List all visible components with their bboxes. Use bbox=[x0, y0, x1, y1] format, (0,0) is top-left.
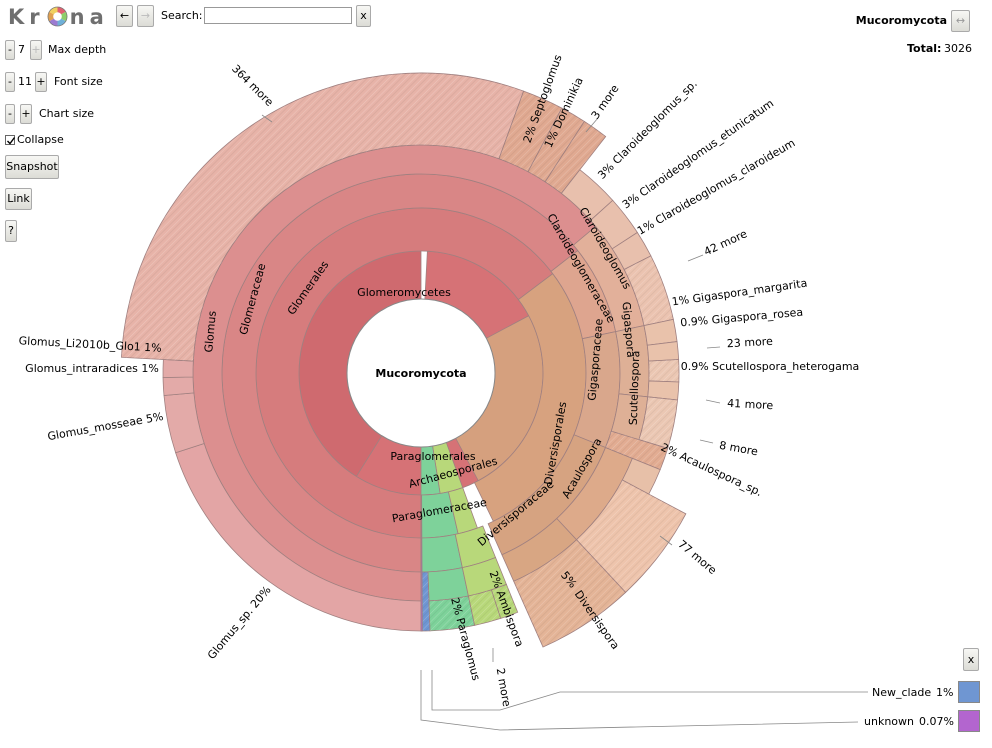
max-depth-label: Max depth bbox=[48, 43, 107, 56]
leader-77-more bbox=[659, 535, 673, 546]
wedge-2-more-hatch bbox=[491, 584, 518, 619]
wedge-paraglomus-leaf-hatch bbox=[428, 596, 475, 631]
label-gigaspora-rosea: 0.9% Gigaspora_rosea bbox=[680, 306, 804, 330]
center-hole[interactable] bbox=[346, 298, 496, 448]
details-name: Mucoromycota bbox=[855, 14, 947, 27]
label-3-more: 3 more bbox=[589, 82, 622, 122]
wedge-new-clade-hatch bbox=[421, 571, 431, 631]
search-clear-button[interactable]: x bbox=[356, 5, 371, 27]
leader-23-more bbox=[706, 346, 721, 349]
leader-364-more bbox=[261, 114, 273, 123]
label-42-more: 42 more bbox=[702, 227, 749, 258]
krona-logo: Kr na bbox=[8, 5, 109, 29]
leader-unknown bbox=[420, 670, 859, 731]
leader-41-more bbox=[705, 399, 721, 404]
max-depth-decrease-button[interactable]: - bbox=[5, 40, 15, 60]
leader-lines bbox=[261, 114, 868, 731]
search-label: Search: bbox=[161, 9, 203, 22]
label-paraglomerales: Paraglomerales bbox=[390, 450, 475, 463]
expand-details-button[interactable]: ↔ bbox=[951, 10, 970, 32]
label-scutellospora: Scutellospora bbox=[627, 350, 643, 425]
leader-3-more bbox=[585, 117, 599, 133]
wedge-8-more-hatch bbox=[605, 431, 668, 470]
key-new-clade-swatch[interactable] bbox=[958, 681, 980, 703]
wedge-ambispora-leaf-hatch bbox=[468, 589, 501, 626]
wedge-3-more-hatch bbox=[545, 121, 606, 194]
back-button[interactable]: ← bbox=[116, 5, 133, 27]
wedge-77-more-hatch bbox=[576, 480, 686, 593]
label-glomus-mosseae: Glomus_mosseae 5% bbox=[46, 410, 164, 443]
wedge-glomus-intraradices[interactable] bbox=[162, 376, 195, 396]
search-input[interactable] bbox=[204, 7, 352, 24]
label-23-more: 23 more bbox=[727, 335, 774, 350]
snapshot-button[interactable]: Snapshot bbox=[5, 155, 59, 179]
key-unknown-pct: 0.07% bbox=[919, 715, 954, 728]
wedge-septoglomus-hatch bbox=[498, 91, 562, 172]
link-button[interactable]: Link bbox=[5, 188, 32, 210]
label-gigaspora: Gigaspora bbox=[620, 301, 638, 358]
total-label: Total: bbox=[907, 42, 942, 55]
collapse-checkbox[interactable] bbox=[5, 135, 16, 145]
forward-button[interactable]: → bbox=[137, 5, 154, 27]
max-depth-increase-button[interactable]: + bbox=[30, 40, 42, 60]
center-label: Mucoromycota bbox=[375, 367, 466, 380]
label-glomus: Glomus bbox=[202, 310, 219, 353]
logo-text-left: Kr bbox=[8, 5, 45, 29]
wedge-42-more-hatch bbox=[624, 255, 674, 326]
font-size-label: Font size bbox=[54, 75, 103, 88]
chart-wedges[interactable] bbox=[120, 72, 687, 648]
font-size-value: 11 bbox=[18, 75, 32, 88]
leader-42-more bbox=[687, 254, 704, 262]
wedge-dominikia-hatch bbox=[528, 108, 585, 182]
wedge-41-more-hatch bbox=[639, 396, 678, 449]
wedge-gigaspora-rosea[interactable] bbox=[646, 341, 680, 362]
font-size-decrease-button[interactable]: - bbox=[5, 72, 15, 92]
wedge-unknown[interactable] bbox=[420, 494, 423, 632]
wedge-23-more-hatch bbox=[648, 359, 680, 383]
label-gigaspora-margarita: 1% Gigaspora_margarita bbox=[671, 277, 808, 309]
label-glomus-sp: Glomus_sp. 20% bbox=[205, 584, 274, 662]
leader-new-clade bbox=[431, 670, 868, 711]
key-unknown-name: unknown bbox=[864, 715, 914, 728]
label-2-more: 2 more bbox=[494, 667, 514, 708]
key-close-button[interactable]: x bbox=[963, 648, 979, 671]
logo-ring-icon bbox=[47, 6, 68, 27]
label-glomeromycetes: Glomeromycetes bbox=[357, 286, 451, 299]
wedge-glomus-li2010b[interactable] bbox=[162, 359, 194, 378]
collapse-label: Collapse bbox=[17, 133, 64, 146]
total-value: 3026 bbox=[944, 42, 972, 55]
wedge-364-more-hatch bbox=[121, 72, 524, 362]
chart-size-decrease-button[interactable]: - bbox=[5, 104, 15, 124]
check-icon bbox=[7, 137, 16, 145]
leader-8-more bbox=[699, 439, 714, 444]
label-364-more: 364 more bbox=[229, 62, 276, 109]
label-77-more: 77 more bbox=[675, 538, 719, 578]
wedge-paraglomus[interactable] bbox=[427, 567, 469, 602]
wedge-diversispora-hatch bbox=[513, 539, 626, 648]
label-scutellospora-heterogama: 0.9% Scutellospora_heterogama bbox=[681, 360, 860, 373]
label-glomus-intraradices: Glomus_intraradices 1% bbox=[25, 362, 159, 375]
font-size-increase-button[interactable]: + bbox=[35, 72, 47, 92]
help-button[interactable]: ? bbox=[5, 220, 17, 242]
key-new-clade-pct: 1% bbox=[936, 686, 954, 699]
label-8-more: 8 more bbox=[718, 439, 759, 459]
chart-size-increase-button[interactable]: + bbox=[20, 104, 32, 124]
label-41-more: 41 more bbox=[727, 397, 774, 412]
key-new-clade-name: New_clade bbox=[872, 686, 932, 699]
logo-text-right: na bbox=[69, 5, 109, 29]
max-depth-value: 7 bbox=[18, 43, 25, 56]
key-unknown-swatch[interactable] bbox=[958, 710, 980, 732]
chart-size-label: Chart size bbox=[39, 107, 95, 120]
